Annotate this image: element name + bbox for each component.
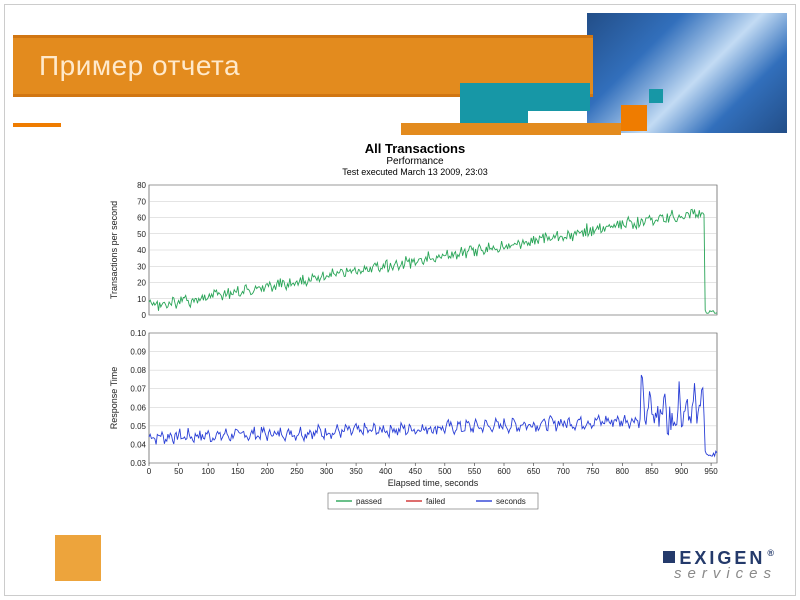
accent-orange-square (621, 105, 647, 131)
svg-text:150: 150 (231, 467, 245, 476)
accent-orange-strip (401, 123, 621, 135)
svg-text:550: 550 (468, 467, 482, 476)
svg-text:30: 30 (137, 262, 146, 271)
svg-text:500: 500 (438, 467, 452, 476)
svg-text:350: 350 (349, 467, 363, 476)
slide-title: Пример отчета (39, 50, 240, 82)
accent-teal-tiny (649, 89, 663, 103)
svg-text:Transactions per second: Transactions per second (109, 201, 119, 299)
svg-text:10: 10 (137, 295, 146, 304)
svg-text:0.10: 0.10 (130, 329, 146, 338)
chart-svg: 0 10 20 30 40 50 60 70 80 Transactions per second… (105, 181, 725, 531)
header-photo (587, 13, 787, 133)
logo-square-icon (663, 551, 675, 563)
svg-text:50: 50 (137, 230, 146, 239)
svg-text:80: 80 (137, 181, 146, 190)
svg-text:0: 0 (147, 467, 152, 476)
svg-text:40: 40 (137, 246, 146, 255)
svg-text:0.03: 0.03 (130, 459, 146, 468)
svg-text:0.07: 0.07 (130, 385, 146, 394)
svg-text:800: 800 (616, 467, 630, 476)
svg-text:Elapsed time, seconds: Elapsed time, seconds (388, 478, 479, 488)
svg-text:450: 450 (409, 467, 423, 476)
svg-text:0.08: 0.08 (130, 366, 146, 375)
chart-subtitle: Performance (105, 156, 725, 167)
svg-text:70: 70 (137, 197, 146, 206)
svg-text:250: 250 (290, 467, 304, 476)
chart-container: All Transactions Performance Test execut… (105, 141, 725, 531)
svg-text:50: 50 (174, 467, 183, 476)
svg-text:Response Time: Response Time (109, 367, 119, 430)
svg-text:0.04: 0.04 (130, 440, 146, 449)
svg-text:850: 850 (645, 467, 659, 476)
svg-text:0: 0 (142, 311, 147, 320)
svg-text:950: 950 (704, 467, 718, 476)
svg-text:750: 750 (586, 467, 600, 476)
svg-text:650: 650 (527, 467, 541, 476)
svg-text:20: 20 (137, 279, 146, 288)
logo-reg: ® (767, 548, 777, 558)
chart-caption: Test executed March 13 2009, 23:03 (105, 167, 725, 177)
svg-text:200: 200 (261, 467, 275, 476)
svg-text:300: 300 (320, 467, 334, 476)
svg-text:0.09: 0.09 (130, 348, 146, 357)
accent-bottom-square (55, 535, 101, 581)
svg-text:100: 100 (201, 467, 215, 476)
accent-orange-line (13, 123, 61, 127)
svg-text:0.05: 0.05 (130, 422, 146, 431)
svg-text:900: 900 (675, 467, 689, 476)
svg-text:passed: passed (356, 497, 382, 506)
svg-text:700: 700 (556, 467, 570, 476)
slide-frame: Пример отчета All Transactions Performan… (4, 4, 796, 596)
svg-text:600: 600 (497, 467, 511, 476)
svg-text:60: 60 (137, 214, 146, 223)
chart-title: All Transactions (105, 141, 725, 156)
logo-line2: services (663, 566, 777, 581)
svg-text:0.06: 0.06 (130, 403, 146, 412)
svg-text:seconds: seconds (496, 497, 526, 506)
accent-teal-large (460, 83, 590, 111)
logo: EXIGEN® services (663, 549, 777, 581)
svg-text:400: 400 (379, 467, 393, 476)
svg-text:failed: failed (426, 497, 445, 506)
